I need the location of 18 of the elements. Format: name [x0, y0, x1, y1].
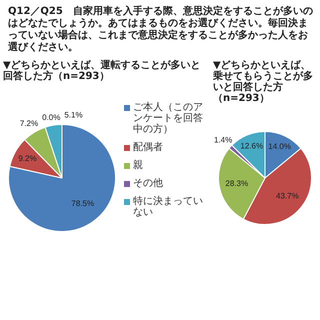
data-label: 78.5% — [71, 199, 94, 208]
legend-label: 配偶者 — [133, 142, 163, 153]
data-label: 14.0% — [268, 142, 291, 152]
chart-title: Q12／Q25 自家用車を入手する際、意思決定をすることが多いのはどなたでしょうか。あてはまるものをお選びください。毎回決まっていない場合は、これまで意思決定をすることが多かった人をお選びください。 — [7, 4, 314, 55]
data-label: 7.2% — [20, 118, 38, 128]
data-label: 43.7% — [276, 191, 299, 200]
legend-label: その他 — [133, 178, 163, 189]
data-label: 28.3% — [225, 178, 248, 188]
chart-subtitle: ▼どちらかといえば、乗せてもらうことが多いと回答した方（n=293） — [212, 59, 314, 104]
chart-subtitle: ▼どちらかといえば、運転することが多いと回答した方（n=293） — [2, 58, 202, 84]
data-label: 5.1% — [64, 110, 83, 120]
text: 0.0% — [42, 112, 60, 122]
data-label: 1.4% — [214, 135, 232, 144]
data-label: 9.2% — [18, 154, 37, 163]
legend-label: ご本人（このアンケートを回答中の方） — [133, 102, 204, 135]
legend-label: 親 — [133, 160, 143, 171]
legend-label: 特に決まっていない — [133, 196, 204, 218]
data-label: 12.6% — [240, 141, 264, 150]
